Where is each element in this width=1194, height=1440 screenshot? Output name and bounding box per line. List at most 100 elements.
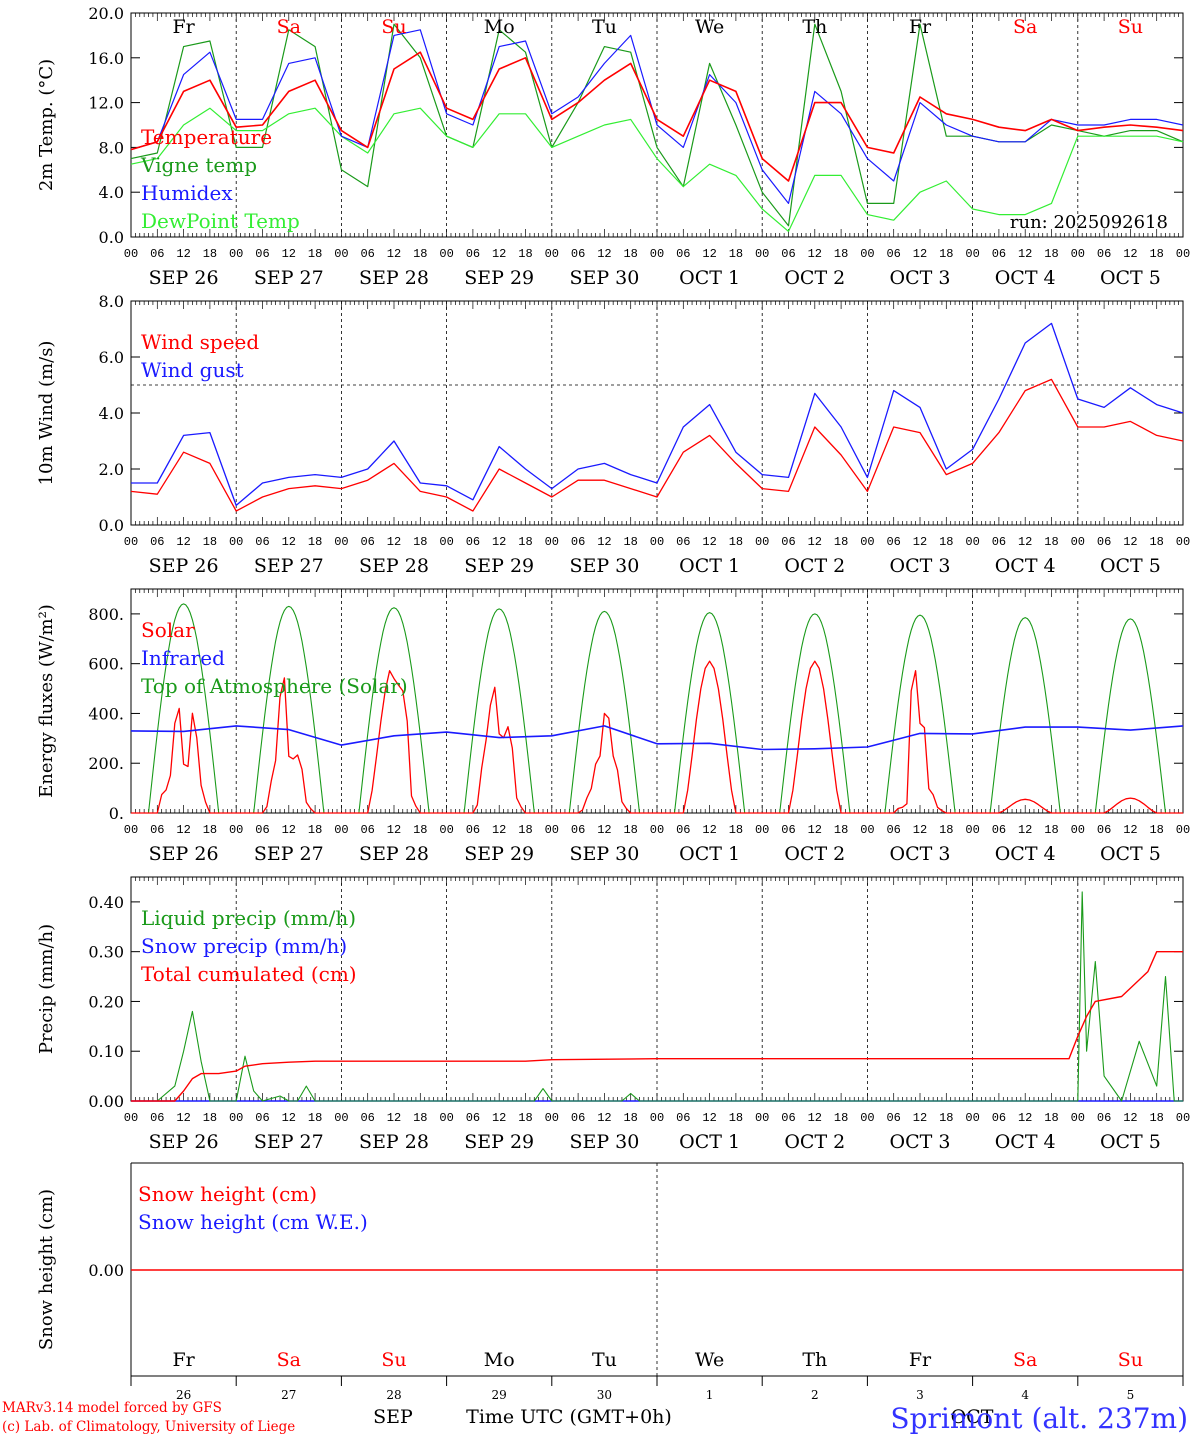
weekday-label: We: [695, 1349, 724, 1371]
hour-tick-label: 18: [939, 535, 953, 549]
hour-tick-label: 00: [755, 1111, 769, 1125]
y-tick-label: 800.: [88, 605, 124, 624]
y-axis-label: 10m Wind (m/s): [36, 341, 57, 486]
date-tick-label: SEP 26: [149, 267, 219, 289]
hour-tick-label: 18: [729, 535, 743, 549]
series-line-toa-solar: [236, 605, 342, 814]
day-number-label: 26: [176, 1388, 191, 1402]
date-tick-label: OCT 5: [1100, 555, 1161, 577]
hour-tick-label: 00: [650, 1111, 664, 1125]
series-line-toa-solar: [446, 608, 552, 814]
weekday-label: Fr: [909, 16, 932, 38]
hour-tick-label: 12: [913, 535, 927, 549]
hour-tick-label: 00: [545, 247, 559, 261]
hour-tick-label: 00: [439, 1111, 453, 1125]
hour-tick-label: 18: [203, 535, 217, 549]
series-line-infrared: [130, 725, 1184, 751]
y-tick-label: 400.: [88, 704, 124, 723]
date-tick-label: SEP 30: [569, 1131, 639, 1153]
weekday-label: Th: [802, 16, 827, 38]
hour-tick-label: 06: [255, 1111, 269, 1125]
y-tick-label: 8.0: [99, 138, 124, 157]
hour-tick-label: 12: [1018, 1111, 1032, 1125]
hour-tick-label: 06: [781, 535, 795, 549]
hour-tick-label: 12: [176, 1111, 190, 1125]
date-tick-label: SEP 30: [569, 843, 639, 865]
hour-tick-label: 12: [282, 823, 296, 837]
hour-tick-label: 12: [387, 1111, 401, 1125]
hour-tick-label: 18: [203, 823, 217, 837]
hour-tick-label: 06: [360, 247, 374, 261]
y-tick-label: 0.00: [88, 1261, 124, 1280]
hour-tick-label: 12: [176, 823, 190, 837]
hour-tick-label: 18: [1044, 1111, 1058, 1125]
series-line-toa-solar: [762, 613, 868, 814]
legend-total-cumulated-cm: Total cumulated (cm): [141, 962, 357, 986]
date-tick-label: SEP 26: [149, 1131, 219, 1153]
date-tick-label: SEP 29: [464, 267, 534, 289]
date-tick-label: OCT 1: [679, 1131, 740, 1153]
hour-tick-label: 12: [808, 1111, 822, 1125]
hour-tick-label: 18: [729, 823, 743, 837]
weekday-label: Fr: [172, 16, 195, 38]
hour-tick-label: 00: [860, 1111, 874, 1125]
hour-tick-label: 18: [1149, 1111, 1163, 1125]
legend-snow-height-cm: Snow height (cm): [138, 1182, 317, 1206]
hour-tick-label: 06: [466, 247, 480, 261]
hour-tick-label: 00: [124, 535, 138, 549]
hour-tick-label: 00: [1071, 535, 1085, 549]
hour-tick-label: 06: [886, 1111, 900, 1125]
hour-tick-label: 12: [1123, 247, 1137, 261]
hour-tick-label: 06: [1097, 1111, 1111, 1125]
date-tick-label: SEP 28: [359, 267, 429, 289]
hour-tick-label: 06: [676, 1111, 690, 1125]
snow-panel: 0.00 Snow height (cm) Snow height (cm) Snow…: [36, 1162, 1184, 1402]
y-tick-label: 600.: [88, 655, 124, 674]
hour-tick-label: 12: [387, 823, 401, 837]
y-axis-label: 2m Temp. (°C): [36, 59, 57, 191]
footer-credit-line1: MARv3.14 model forced by GFS: [2, 1400, 222, 1416]
hour-tick-label: 06: [676, 247, 690, 261]
hour-tick-label: 18: [834, 535, 848, 549]
date-tick-label: SEP 28: [359, 1131, 429, 1153]
hour-tick-label: 18: [939, 1111, 953, 1125]
hour-tick-label: 18: [1149, 535, 1163, 549]
hour-tick-label: 12: [702, 823, 716, 837]
hour-tick-label: 18: [308, 823, 322, 837]
hour-tick-label: 00: [334, 247, 348, 261]
weekday-label: Mo: [484, 1349, 515, 1371]
hour-tick-label: 12: [597, 1111, 611, 1125]
temperature-panel: 00 06 12 18 00 06 12 18 00 06 12 18 00 06 12 18 00 06 12 18…: [36, 4, 1190, 289]
series-line-toa-solar: [972, 617, 1078, 814]
hour-tick-label: 00: [545, 535, 559, 549]
hour-tick-label: 06: [886, 823, 900, 837]
hour-tick-label: 18: [413, 1111, 427, 1125]
weekday-label: Sa: [1013, 16, 1037, 38]
hour-tick-label: 12: [282, 535, 296, 549]
y-tick-label: 2.0: [99, 460, 124, 479]
weekday-label: Fr: [909, 1349, 932, 1371]
hour-tick-label: 06: [255, 823, 269, 837]
date-tick-label: OCT 3: [890, 555, 951, 577]
hour-tick-label: 12: [176, 535, 190, 549]
y-tick-label: 4.0: [99, 183, 124, 202]
day-number-label: 1: [706, 1388, 714, 1402]
hour-tick-label: 06: [886, 247, 900, 261]
hour-tick-label: 12: [597, 823, 611, 837]
hour-tick-label: 12: [176, 247, 190, 261]
hour-tick-label: 06: [466, 823, 480, 837]
series-line-dewpoint-temp: [130, 107, 1184, 232]
hour-tick-label: 00: [124, 247, 138, 261]
hour-tick-label: 00: [1176, 1111, 1190, 1125]
hour-tick-label: 06: [466, 535, 480, 549]
hour-tick-label: 00: [1176, 535, 1190, 549]
legend-snow-precip-mm-h: Snow precip (mm/h): [141, 934, 347, 958]
hour-tick-label: 00: [334, 1111, 348, 1125]
hour-tick-label: 12: [1123, 823, 1137, 837]
y-tick-label: 16.0: [88, 49, 124, 68]
hour-tick-label: 18: [413, 535, 427, 549]
legend-snow-height-cm-w-e: Snow height (cm W.E.): [138, 1210, 368, 1234]
hour-tick-label: 00: [650, 247, 664, 261]
y-tick-label: 8.0: [99, 292, 124, 311]
hour-tick-label: 00: [860, 823, 874, 837]
